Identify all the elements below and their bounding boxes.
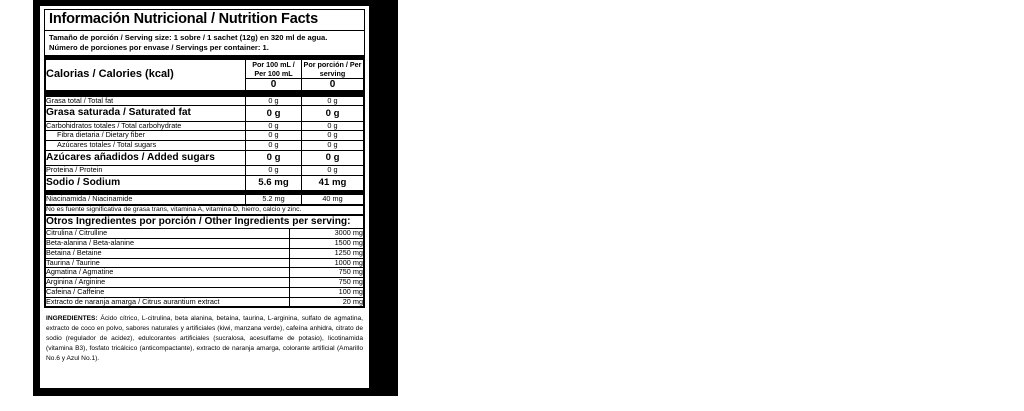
other-ingredient-name: Betaina / Betaine (45, 247, 290, 259)
nutrition-facts-label: Información Nutricional / Nutrition Fact… (40, 6, 369, 388)
column-header-per-serving: Por porción / Per serving (301, 58, 364, 79)
nutrition-facts-box: Información Nutricional / Nutrition Fact… (44, 9, 365, 309)
nutrient-name: Proteina / Protein (45, 165, 246, 176)
other-ingredients-header-row: Otros Ingredientes por porción / Other I… (45, 215, 364, 230)
calories-value-row: 0 0 (46, 77, 364, 91)
other-ingredient-row: Beta-alanina / Beta-alanine 1500 mg (45, 238, 365, 249)
serving-size-text: Tamaño de porción / Serving size: 1 sobr… (49, 32, 328, 42)
nutrient-name: Grasa saturada / Saturated fat (45, 105, 246, 122)
calories-table: Calorias / Calories (kcal) Por 100 mL / … (45, 58, 364, 96)
serving-info-block: Tamaño de porción / Serving size: 1 sobr… (45, 31, 364, 59)
section-separator (45, 89, 364, 96)
vitamins-rows: Niacinamida / Niacinamide 5.2 mg 40 mg (45, 194, 364, 205)
other-ingredient-name: Beta-alanina / Beta-alanine (45, 238, 290, 249)
nutrient-row: Sodio / Sodium 5.6 mg 41 mg (45, 174, 364, 192)
footnote-text: No es fuente significativa de grasa tran… (45, 204, 364, 216)
nutrient-value-per-serving: 0 g (301, 149, 364, 167)
other-ingredient-name: Arginina / Arginine (45, 277, 290, 288)
nutrient-value-per-100ml: 0 g (245, 105, 302, 122)
vitamin-name: Niacinamida / Niacinamide (45, 194, 246, 205)
other-ingredient-amount: 1500 mg (289, 238, 365, 249)
nutrient-value-per-100ml: 0 g (245, 165, 302, 176)
ingredients-paragraph: INGREDIENTES: Ácido cítrico, L-citrulina… (44, 314, 365, 364)
nutrient-value-per-serving: 0 g (301, 105, 364, 122)
ingredients-heading: INGREDIENTES: (46, 315, 98, 323)
other-ingredient-row: Extracto de naranja amarga / Citrus aura… (45, 296, 365, 308)
nutrient-value-per-100ml: 5.6 mg (245, 174, 302, 192)
other-ingredients-rows: Otros Ingredientes por porción / Other I… (45, 215, 365, 308)
footnote-row: No es fuente significativa de grasa tran… (45, 204, 364, 216)
calories-header-row: Calorias / Calories (kcal) Por 100 mL / … (45, 58, 364, 91)
calories-value-per-100ml: 0 (245, 77, 302, 91)
servings-per-container-text: Número de porciones por envase / Serving… (49, 42, 269, 52)
nutrient-value-per-serving: 0 g (301, 165, 364, 176)
nutrient-value-per-100ml: 0 g (245, 140, 302, 151)
other-ingredients-table: Otros Ingredientes por porción / Other I… (45, 215, 365, 308)
column-header-per-100ml: Por 100 mL / Per 100 mL (245, 58, 302, 79)
nutrient-value-per-100ml: 0 g (245, 149, 302, 167)
ingredients-text: Ácido cítrico, L-citrulina, beta alanina… (46, 315, 363, 363)
section-separator (45, 190, 364, 195)
other-ingredient-row: Cafeina / Caffeine 100 mg (45, 286, 365, 298)
vitamin-row: Niacinamida / Niacinamide 5.2 mg 40 mg (45, 194, 364, 205)
other-ingredient-row: Betaina / Betaine 1250 mg (45, 247, 365, 259)
nutrient-name: Azúcares totales / Total sugars (45, 140, 246, 151)
nutrient-value-per-serving: 0 g (301, 140, 364, 151)
page-title: Información Nutricional / Nutrition Fact… (49, 11, 318, 27)
nutrient-value-per-100ml: 0 g (245, 95, 302, 107)
other-ingredient-amount: 750 mg (289, 277, 365, 288)
calories-value-per-serving: 0 (301, 77, 364, 91)
label-title-bar: Información Nutricional / Nutrition Fact… (45, 10, 364, 31)
vitamins-table: Niacinamida / Niacinamide 5.2 mg 40 mg (45, 194, 364, 205)
other-ingredient-amount: 20 mg (289, 296, 365, 308)
vitamin-value-per-serving: 40 mg (301, 194, 364, 205)
other-ingredient-name: Extracto de naranja amarga / Citrus aura… (45, 296, 290, 308)
other-ingredient-amount: 100 mg (289, 286, 365, 298)
nutrient-name: Sodio / Sodium (45, 174, 246, 192)
other-ingredient-row: Arginina / Arginine 750 mg (45, 277, 365, 288)
nutrient-name: Grasa total / Total fat (45, 95, 246, 107)
other-ingredients-header: Otros Ingredientes por porción / Other I… (45, 215, 364, 230)
nutrient-value-per-serving: 0 g (301, 95, 364, 107)
other-ingredient-amount: 1250 mg (289, 247, 365, 259)
calories-label: Calorias / Calories (kcal) (45, 58, 246, 91)
footnote-table: No es fuente significativa de grasa tran… (45, 204, 364, 216)
other-ingredient-name: Cafeina / Caffeine (45, 286, 290, 298)
nutrient-value-per-serving: 41 mg (301, 174, 364, 192)
nutrient-name: Azúcares añadidos / Added sugars (45, 149, 246, 167)
vitamin-value-per-100ml: 5.2 mg (245, 194, 302, 205)
